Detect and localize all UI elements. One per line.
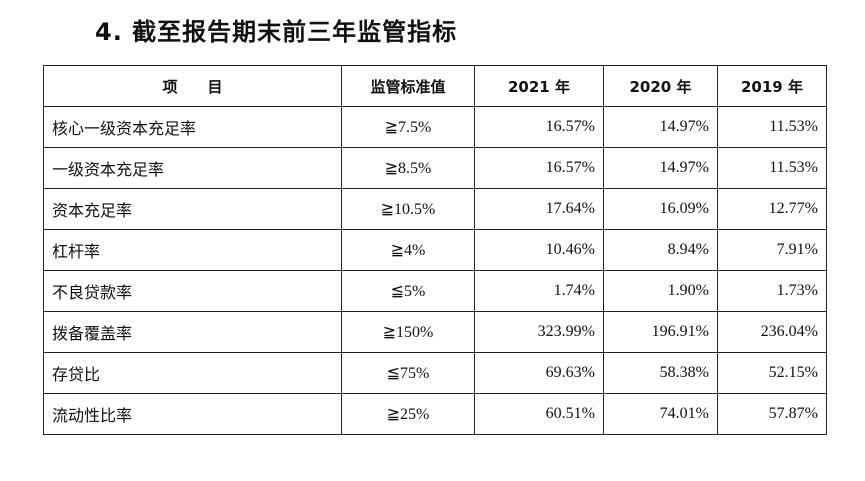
value-cell: 14.97% (603, 147, 718, 189)
header-row: 项 目监管标准值 2021 年 2020 年 2019 年 (43, 65, 827, 107)
value-cell: 60.51% (474, 393, 604, 435)
value-cell: 1.73% (717, 270, 827, 312)
value-cell: 16.09% (603, 188, 718, 230)
header-cell: 项 目 (43, 65, 342, 107)
indicator-name: 杠杆率 (43, 229, 342, 271)
standard-cell: ≧150% (341, 311, 475, 353)
value-cell: 16.57% (474, 106, 604, 148)
value-cell: 1.90% (603, 270, 718, 312)
value-cell: 196.91% (603, 311, 718, 353)
header-cell: 监管标准值 (341, 65, 475, 107)
table-row: 不良贷款率 ≦5% 1.74% 1.90% 1.73% (43, 270, 827, 312)
table-row: 核心一级资本充足率 ≧7.5% 16.57% 14.97% 11.53% (43, 106, 827, 148)
section-title: 4. 截至报告期末前三年监管指标 (95, 18, 458, 46)
value-cell: 52.15% (717, 352, 827, 394)
value-cell: 11.53% (717, 106, 827, 148)
indicator-name: 不良贷款率 (43, 270, 342, 312)
value-cell: 69.63% (474, 352, 604, 394)
value-cell: 14.97% (603, 106, 718, 148)
standard-cell: ≧7.5% (341, 106, 475, 148)
header-cell: 2019 年 (717, 65, 827, 107)
value-cell: 74.01% (603, 393, 718, 435)
table-row: 存贷比 ≦75% 69.63% 58.38% 52.15% (43, 352, 827, 394)
table-row: 杠杆率 ≧4% 10.46% 8.94% 7.91% (43, 229, 827, 271)
table-row: 资本充足率 ≧10.5% 17.64% 16.09% 12.77% (43, 188, 827, 230)
indicator-name: 一级资本充足率 (43, 147, 342, 189)
indicator-name: 核心一级资本充足率 (43, 106, 342, 148)
header-cell: 2020 年 (603, 65, 718, 107)
indicator-name: 存贷比 (43, 352, 342, 394)
standard-cell: ≧25% (341, 393, 475, 435)
standard-cell: ≧10.5% (341, 188, 475, 230)
value-cell: 58.38% (603, 352, 718, 394)
value-cell: 7.91% (717, 229, 827, 271)
table-row: 拨备覆盖率 ≧150% 323.99% 196.91% 236.04% (43, 311, 827, 353)
value-cell: 236.04% (717, 311, 827, 353)
header-cell: 2021 年 (474, 65, 604, 107)
table-body: 核心一级资本充足率 ≧7.5% 16.57% 14.97% 11.53% 一级资本充足率 ≧… (43, 106, 827, 435)
value-cell: 16.57% (474, 147, 604, 189)
value-cell: 11.53% (717, 147, 827, 189)
indicator-table: 项 目监管标准值 2021 年 2020 年 2019 年 核心一级资本充足率 ≧7.5… (43, 65, 827, 435)
value-cell: 12.77% (717, 188, 827, 230)
indicator-name: 流动性比率 (43, 393, 342, 435)
table-row: 一级资本充足率 ≧8.5% 16.57% 14.97% 11.53% (43, 147, 827, 189)
value-cell: 8.94% (603, 229, 718, 271)
table-row: 流动性比率 ≧25% 60.51% 74.01% 57.87% (43, 393, 827, 435)
value-cell: 1.74% (474, 270, 604, 312)
standard-cell: ≧8.5% (341, 147, 475, 189)
indicator-name: 拨备覆盖率 (43, 311, 342, 353)
standard-cell: ≦5% (341, 270, 475, 312)
standard-cell: ≦75% (341, 352, 475, 394)
standard-cell: ≧4% (341, 229, 475, 271)
value-cell: 57.87% (717, 393, 827, 435)
value-cell: 10.46% (474, 229, 604, 271)
value-cell: 323.99% (474, 311, 604, 353)
indicator-name: 资本充足率 (43, 188, 342, 230)
value-cell: 17.64% (474, 188, 604, 230)
